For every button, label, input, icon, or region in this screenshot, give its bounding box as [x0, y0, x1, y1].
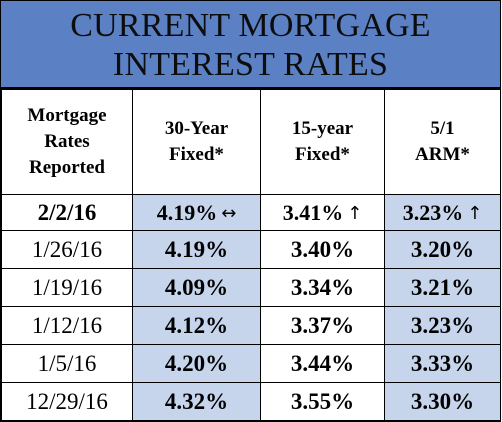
table-row: 1/26/16 4.19% 3.40% 3.20%: [1, 230, 501, 269]
rate-arm-cell: 3.33%: [384, 344, 501, 383]
date-cell: 12/29/16: [1, 382, 133, 421]
rate-arm-cell: 3.23%: [384, 306, 501, 345]
rate-value: 3.41%: [282, 199, 344, 225]
table-row: 1/5/16 4.20% 3.44% 3.33%: [1, 344, 501, 383]
header-mortgage-rates-reported: Mortgage Rates Reported: [1, 89, 133, 195]
rate-15-year-cell: 3.44%: [260, 344, 385, 383]
header-line: ARM*: [415, 144, 470, 165]
header-line: Reported: [29, 157, 105, 178]
title-line-1: CURRENT MORTGAGE: [70, 7, 431, 44]
rate-15-year-cell: 3.40%: [260, 230, 385, 269]
title-line-2: INTEREST RATES: [112, 46, 389, 83]
header-line: 30-Year: [164, 118, 229, 139]
rate-value: 4.19%: [156, 199, 218, 225]
date-cell: 1/26/16: [1, 230, 133, 269]
rate-arm-cell: 3.30%: [384, 382, 501, 421]
left-right-arrow-icon: ↔: [221, 202, 237, 224]
rate-15-year-cell: 3.55%: [260, 382, 385, 421]
rate-15-year-cell: 3.37%: [260, 306, 385, 345]
rate-30-year-cell: 4.19% ↔: [132, 194, 261, 231]
rate-30-year-cell: 4.09%: [132, 268, 261, 307]
rate-arm-cell: 3.21%: [384, 268, 501, 307]
date-cell: 1/19/16: [1, 268, 133, 307]
rate-arm-cell: 3.20%: [384, 230, 501, 269]
header-line: Rates: [44, 131, 90, 152]
rate-15-year-cell: 3.34%: [260, 268, 385, 307]
header-15-year-fixed: 15-year Fixed*: [260, 89, 385, 195]
table-row: 12/29/16 4.32% 3.55% 3.30%: [1, 382, 501, 421]
rate-15-year-cell: 3.41% ↑: [260, 194, 385, 231]
date-cell: 2/2/16: [1, 194, 133, 231]
header-5-1-arm: 5/1 ARM*: [384, 89, 501, 195]
rate-30-year-cell: 4.12%: [132, 306, 261, 345]
up-arrow-icon: ↑: [467, 202, 483, 224]
header-line: 5/1: [430, 118, 455, 139]
rate-value: 3.23%: [402, 199, 464, 225]
up-arrow-icon: ↑: [347, 202, 363, 224]
rate-30-year-cell: 4.20%: [132, 344, 261, 383]
rate-arm-cell: 3.23% ↑: [384, 194, 501, 231]
table-row: 2/2/16 4.19% ↔ 3.41% ↑ 3.23% ↑: [1, 194, 501, 231]
header-line: 15-year: [291, 118, 354, 139]
rates-table: Mortgage Rates Reported 30-Year Fixed* 1…: [1, 89, 501, 421]
date-cell: 1/12/16: [1, 306, 133, 345]
header-line: Fixed*: [295, 144, 350, 165]
header-line: Fixed*: [169, 144, 224, 165]
header-line: Mortgage: [27, 105, 107, 126]
rate-30-year-cell: 4.32%: [132, 382, 261, 421]
table-row: 1/19/16 4.09% 3.34% 3.21%: [1, 268, 501, 307]
table-row: 1/12/16 4.12% 3.37% 3.23%: [1, 306, 501, 345]
rate-30-year-cell: 4.19%: [132, 230, 261, 269]
header-row: Mortgage Rates Reported 30-Year Fixed* 1…: [1, 89, 501, 195]
page-title: CURRENT MORTGAGE INTEREST RATES: [1, 1, 500, 89]
date-cell: 1/5/16: [1, 344, 133, 383]
header-30-year-fixed: 30-Year Fixed*: [132, 89, 261, 195]
